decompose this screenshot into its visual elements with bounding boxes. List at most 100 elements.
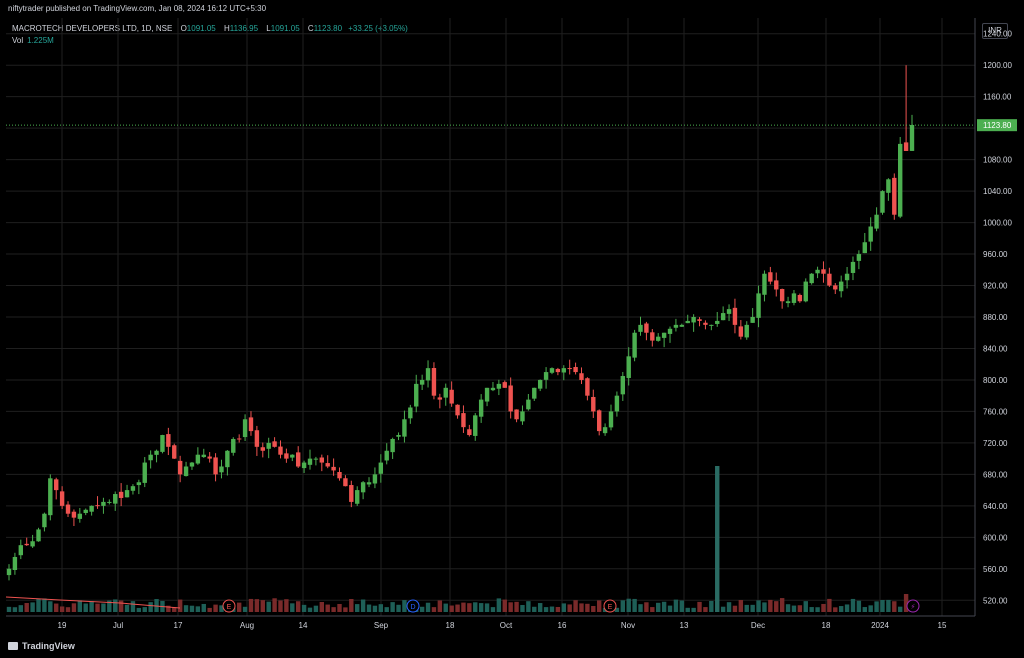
candle-body [585,378,590,396]
candle-body [697,319,702,321]
candle-body [213,457,218,475]
tradingview-logo[interactable]: TradingView [8,641,75,651]
candle-body [490,387,496,391]
price-tick-label: 1000.00 [983,219,1012,228]
close-label: C [307,24,314,33]
volume-bar [650,607,655,612]
volume-bar [838,606,844,612]
price-tick-label: 680.00 [983,470,1008,479]
volume-bar [715,466,720,612]
volume-bar [124,604,130,612]
volume-bar [24,603,29,612]
candle-body [833,285,838,290]
event-marker [906,599,920,613]
candle-body [567,368,572,370]
candle-body [561,368,566,373]
candle-body [596,410,602,432]
candle-body [272,441,277,447]
candle-body [685,320,690,324]
candle-body [762,273,767,295]
candle-body [614,395,620,412]
candle-body [319,457,325,463]
candle-body [661,332,667,338]
volume-bar [201,603,206,612]
volume-bar [868,605,873,612]
candle-body [408,407,413,419]
candle-body [502,382,507,388]
candle-body [626,356,631,378]
candle-body [236,438,242,440]
candle-body [124,490,130,498]
volume-bar [437,600,443,612]
volume-bar [484,603,490,612]
volume-bar [396,604,401,612]
candle-body [532,387,537,399]
volume-bar [266,601,271,612]
candle-body [897,143,903,217]
candle-body [113,494,118,504]
candle-body [360,482,366,493]
candle-body [307,458,313,465]
last-price-tag [977,119,1017,132]
volume-bar [821,603,826,612]
candle-body [803,281,808,302]
volume-bar [343,607,348,612]
candle-body [160,435,165,452]
candle-body [24,543,29,546]
candle-body [608,411,614,428]
candle-body [136,482,142,486]
price-tick-label: 800.00 [983,376,1008,385]
symbol-label: MACROTECH DEVELOPERS LTD, 1D, NSE [12,24,173,33]
candle-body [455,404,460,416]
volume-bar [791,605,797,612]
candle-body [791,293,797,303]
candle-body [166,434,171,447]
candle-body [514,409,519,420]
volume-bar [549,606,555,612]
volume-bar [874,601,879,612]
volume-bar [638,604,643,612]
candle-body [549,368,555,373]
candle-body [496,383,502,389]
volume-label: Vol [12,36,24,45]
volume-bar [537,603,543,612]
volume-bar [248,598,254,612]
price-tick-label: 600.00 [983,533,1008,542]
time-tick-label: 19 [58,621,67,630]
volume-bar [644,602,649,612]
volume-bar [844,604,850,612]
event-marker-label: E [227,604,232,611]
low-value: 1091.05 [270,24,300,33]
volume-bar [260,600,265,612]
candle-body [284,453,289,459]
candle-body [620,376,626,395]
volume-bar [526,601,531,612]
price-tick-label: 720.00 [983,439,1008,448]
currency-button[interactable]: INR [982,23,1008,39]
candle-body [101,501,106,506]
publisher-note: niftytrader published on TradingView.com… [8,4,267,13]
candle-body [484,387,490,402]
candle-body [644,323,649,333]
candle-body [478,399,484,417]
candle-body [797,294,803,302]
candle-body [130,486,136,491]
candle-body [827,273,832,286]
candle-body [768,272,773,282]
price-tick-label: 1080.00 [983,156,1012,165]
candle-body [774,280,779,290]
candle-body [142,462,147,483]
volume-bar [880,600,885,612]
volume-value: 1.225M [27,36,54,45]
volume-bar [236,602,242,612]
candle-body [892,177,897,215]
candle-body [573,367,578,373]
volume-bar [709,600,714,612]
candle-body [266,442,271,449]
volume-bar [130,601,136,612]
volume-bar [732,605,738,612]
volume-bar [490,607,496,612]
candle-body [207,456,212,459]
event-marker [603,599,617,613]
